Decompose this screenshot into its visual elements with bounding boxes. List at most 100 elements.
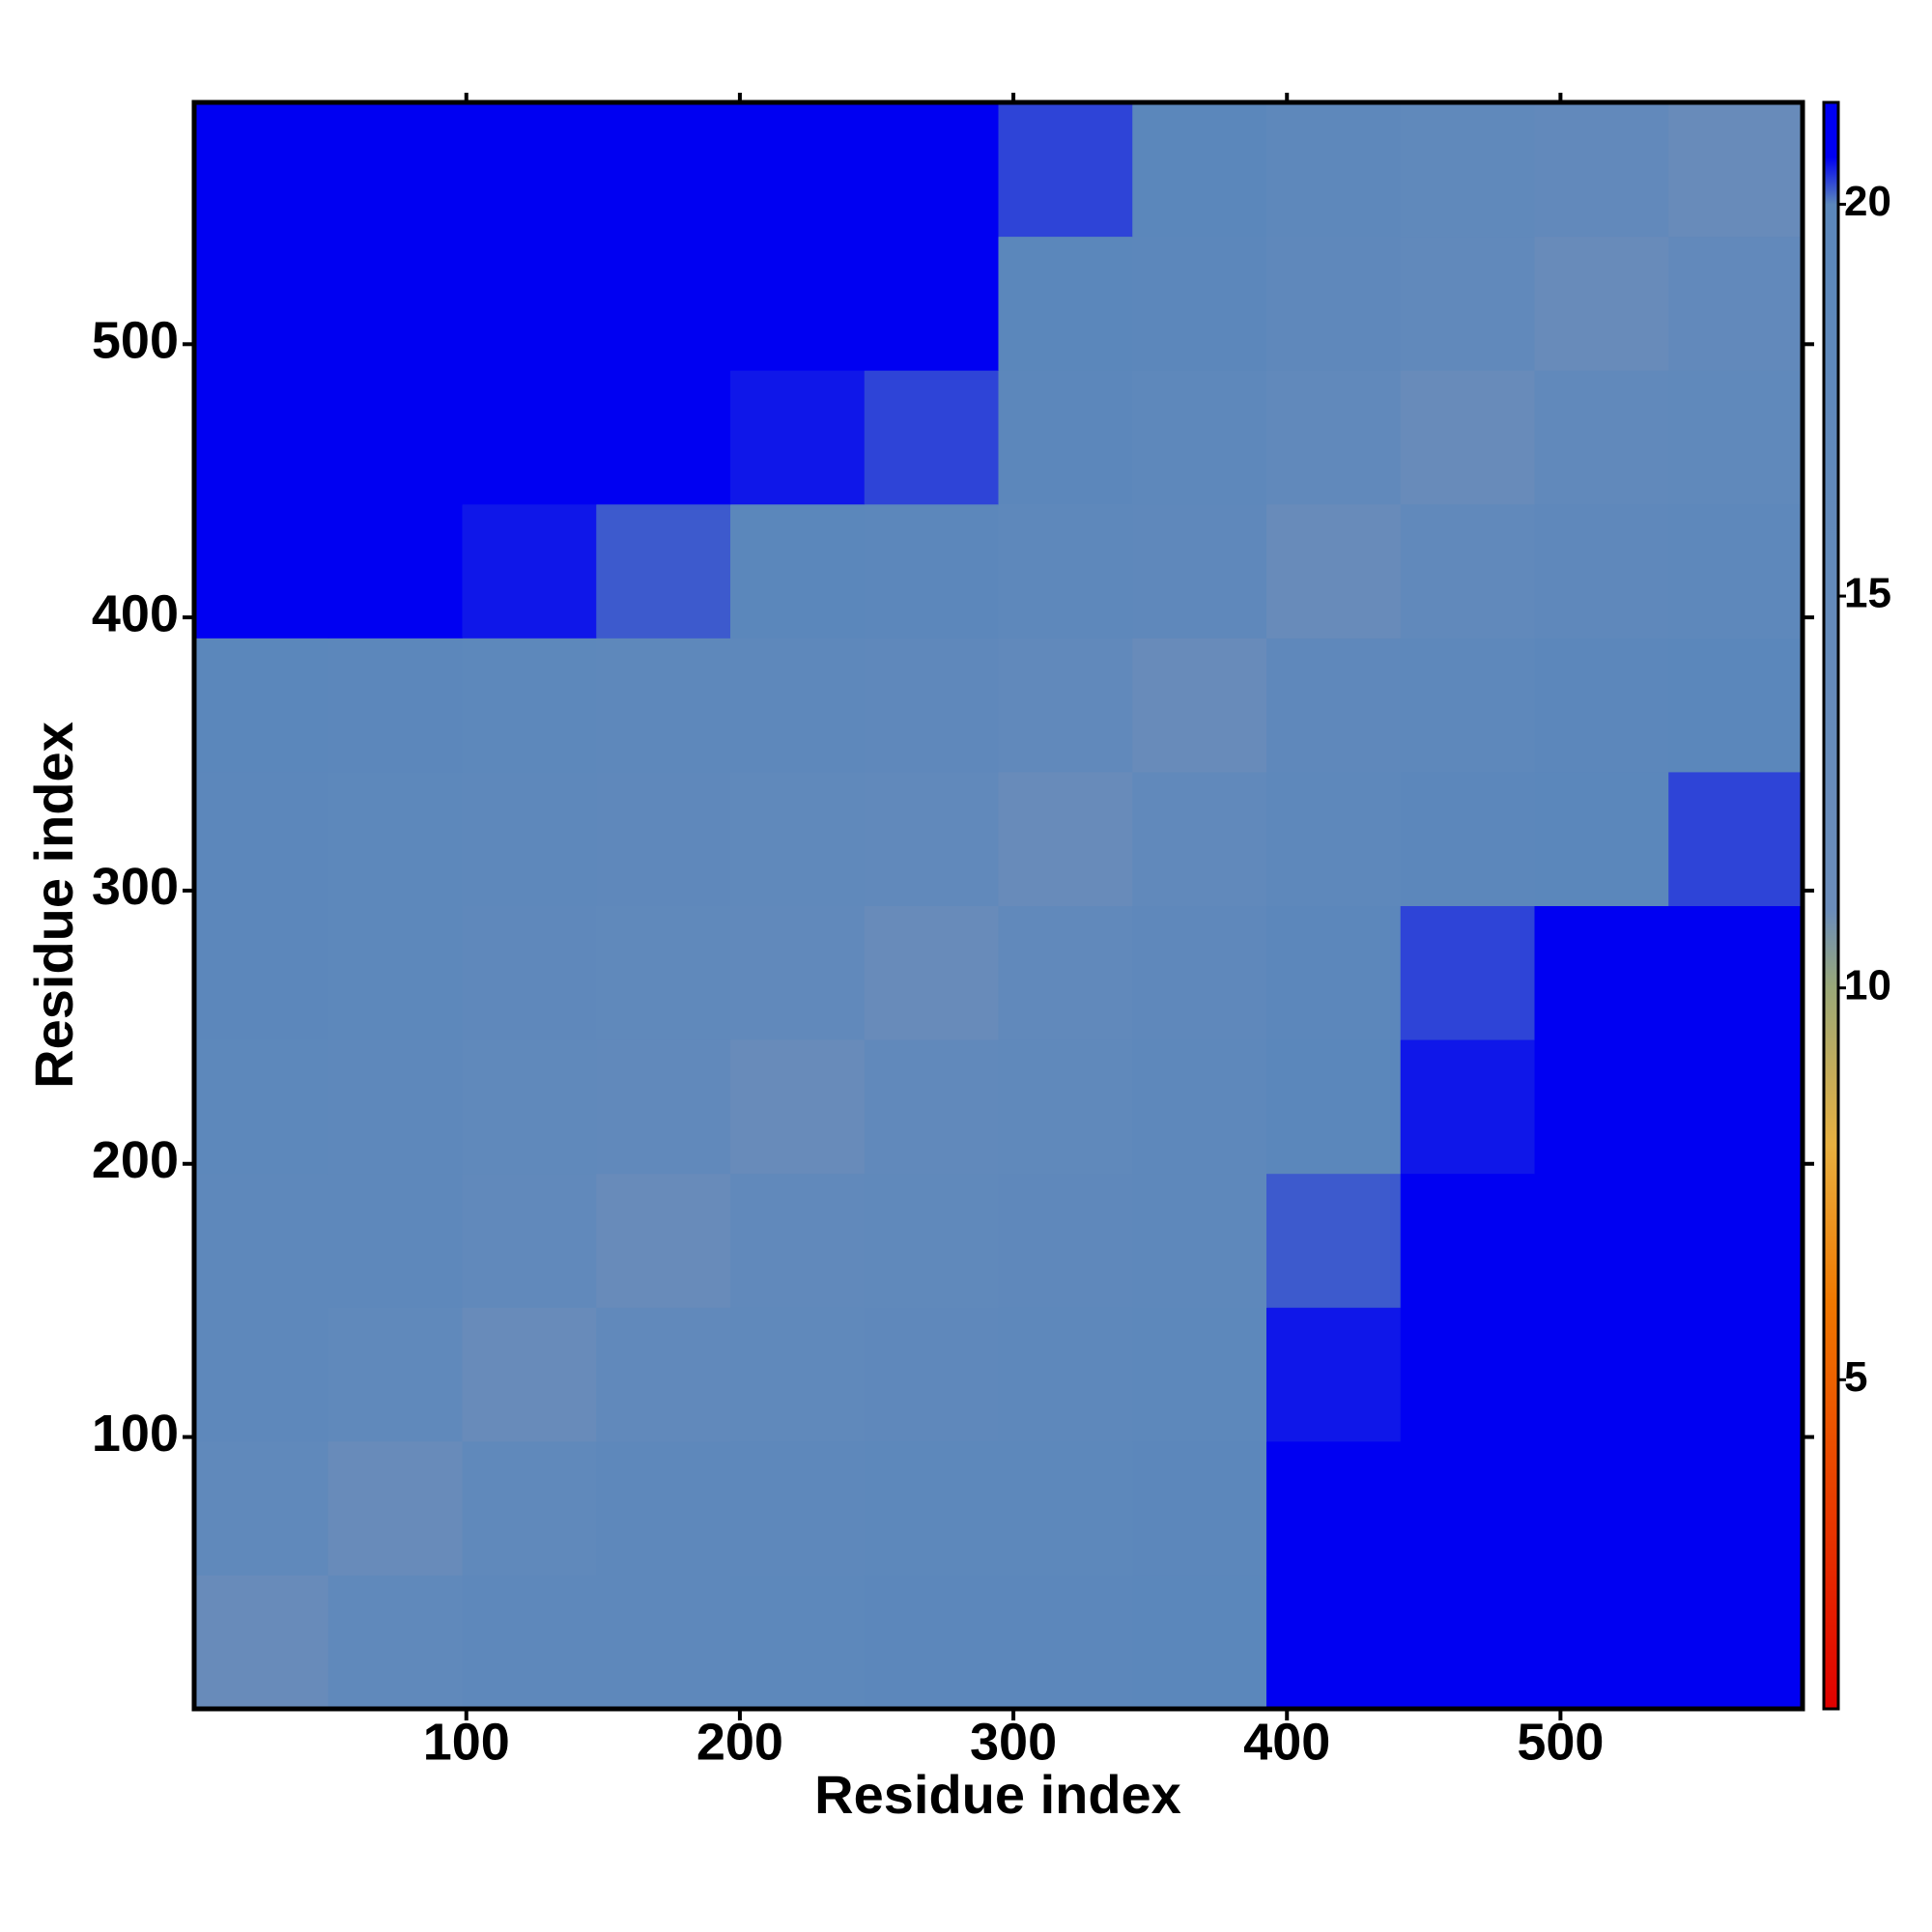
heatmap-cell bbox=[1132, 236, 1267, 371]
heatmap-cell bbox=[1668, 236, 1804, 371]
heatmap-cell bbox=[1266, 1173, 1402, 1308]
heatmap-cell bbox=[1534, 1440, 1669, 1576]
heatmap-cell bbox=[327, 370, 463, 505]
heatmap-cell bbox=[1534, 236, 1669, 371]
heatmap-cell bbox=[194, 1307, 329, 1442]
heatmap-cell bbox=[1132, 905, 1267, 1040]
heatmap-cell bbox=[1534, 503, 1669, 639]
heatmap-cell bbox=[194, 905, 329, 1040]
heatmap-cell bbox=[327, 503, 463, 639]
heatmap-cell bbox=[1400, 1575, 1535, 1710]
y-tick-label: 400 bbox=[92, 584, 179, 642]
heatmap-cell bbox=[194, 1440, 329, 1576]
heatmap-cell bbox=[864, 638, 999, 773]
heatmap-cell bbox=[462, 638, 597, 773]
heatmap-cell bbox=[1534, 905, 1669, 1040]
heatmap-cell bbox=[194, 1039, 329, 1175]
heatmap-cell bbox=[1668, 905, 1804, 1040]
heatmap-cell bbox=[462, 1440, 597, 1576]
heatmap-cell bbox=[596, 905, 731, 1040]
heatmap-cell bbox=[1534, 1173, 1669, 1308]
heatmap-cell bbox=[1400, 1039, 1535, 1175]
heatmap-cell bbox=[998, 236, 1133, 371]
heatmap-cell bbox=[864, 1575, 999, 1710]
heatmap-cell bbox=[1132, 638, 1267, 773]
heatmap-cell bbox=[730, 905, 866, 1040]
x-tick-label: 500 bbox=[1517, 1713, 1604, 1771]
heatmap-cell bbox=[1400, 1307, 1535, 1442]
heatmap-cell bbox=[462, 370, 597, 505]
heatmap-cell bbox=[730, 638, 866, 773]
heatmap-cell bbox=[864, 503, 999, 639]
heatmap-cell bbox=[327, 638, 463, 773]
heatmap-cell bbox=[596, 638, 731, 773]
heatmap-cell bbox=[1132, 503, 1267, 639]
heatmap-cell bbox=[327, 1173, 463, 1308]
heatmap-cell bbox=[1266, 102, 1402, 238]
heatmap-cell bbox=[1668, 771, 1804, 906]
heatmap-cell bbox=[730, 1039, 866, 1175]
heatmap-cell bbox=[998, 1307, 1133, 1442]
heatmap-cell bbox=[1266, 1307, 1402, 1442]
heatmap-cell bbox=[462, 905, 597, 1040]
heatmap-cell bbox=[194, 638, 329, 773]
heatmap-cell bbox=[1668, 638, 1804, 773]
heatmap-cell bbox=[1534, 1039, 1669, 1175]
y-tick-label: 200 bbox=[92, 1131, 179, 1189]
heatmap-cell bbox=[864, 1307, 999, 1442]
heatmap-cell bbox=[1668, 503, 1804, 639]
heatmap-cell bbox=[864, 1440, 999, 1576]
heatmap-cell bbox=[194, 236, 329, 371]
heatmap-cell bbox=[596, 1575, 731, 1710]
heatmap-cell bbox=[1132, 102, 1267, 238]
heatmap-cell bbox=[730, 1173, 866, 1308]
heatmap-cell bbox=[1400, 503, 1535, 639]
heatmap-cell bbox=[730, 1440, 866, 1576]
colorbar-tick-label: 20 bbox=[1844, 178, 1891, 225]
heatmap-cell bbox=[194, 771, 329, 906]
heatmap-cell bbox=[462, 236, 597, 371]
heatmap-cell bbox=[1668, 1575, 1804, 1710]
heatmap-cell bbox=[596, 1307, 731, 1442]
heatmap-cell bbox=[1534, 1575, 1669, 1710]
heatmap-cell bbox=[1668, 1440, 1804, 1576]
heatmap-cell bbox=[1400, 1173, 1535, 1308]
heatmap-cell bbox=[730, 236, 866, 371]
heatmap-cell bbox=[1668, 102, 1804, 238]
heatmap-cell bbox=[864, 1039, 999, 1175]
colorbar-tick-label: 5 bbox=[1844, 1353, 1867, 1401]
heatmap-cell bbox=[998, 771, 1133, 906]
heatmap-cell bbox=[596, 1440, 731, 1576]
heatmap-cell bbox=[327, 236, 463, 371]
heatmap-cell bbox=[1668, 370, 1804, 505]
heatmap-cell bbox=[596, 771, 731, 906]
heatmap-cell bbox=[462, 1575, 597, 1710]
heatmap-cell bbox=[1400, 236, 1535, 371]
heatmap-cell bbox=[1266, 1575, 1402, 1710]
plot-frame bbox=[191, 99, 1805, 1712]
heatmap-cell bbox=[327, 905, 463, 1040]
heatmap-cell bbox=[730, 503, 866, 639]
heatmap-cell bbox=[327, 1307, 463, 1442]
heatmap-cell bbox=[596, 503, 731, 639]
heatmap-cell bbox=[998, 905, 1133, 1040]
heatmap-cell bbox=[462, 1173, 597, 1308]
heatmap-cell bbox=[730, 1575, 866, 1710]
heatmap-cell bbox=[864, 370, 999, 505]
y-tick-label: 500 bbox=[92, 312, 179, 370]
heatmap-cell bbox=[327, 1440, 463, 1576]
heatmap-cell bbox=[998, 1039, 1133, 1175]
heatmap-cell bbox=[1132, 370, 1267, 505]
heatmap-cell bbox=[1132, 1307, 1267, 1442]
heatmap-cell bbox=[462, 1039, 597, 1175]
heatmap-cell bbox=[194, 1575, 329, 1710]
heatmap-cell bbox=[1266, 771, 1402, 906]
heatmap-cell bbox=[194, 1173, 329, 1308]
heatmap-cell bbox=[1400, 771, 1535, 906]
heatmap-cell bbox=[1266, 370, 1402, 505]
y-tick-label: 300 bbox=[92, 858, 179, 916]
heatmap bbox=[194, 102, 1804, 1710]
x-tick-label: 400 bbox=[1243, 1713, 1330, 1771]
heatmap-cell bbox=[1400, 1440, 1535, 1576]
